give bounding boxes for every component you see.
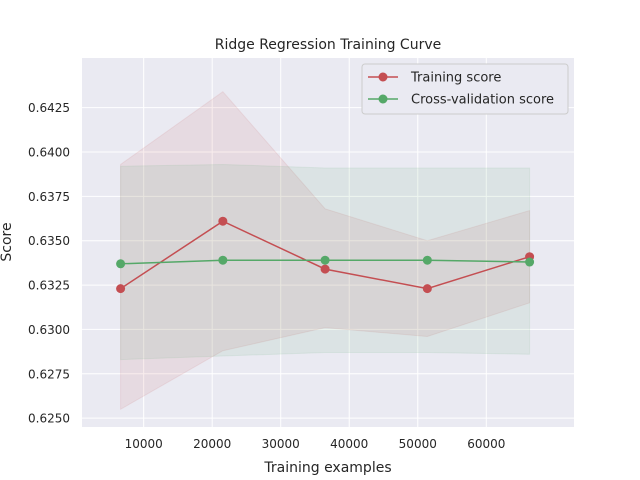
x-tick-labels: 10000 20000 30000 40000 50000 60000 [125, 437, 506, 451]
legend-cv-label: Cross-validation score [411, 93, 554, 108]
data-point [422, 284, 432, 294]
y-tick-label: 0.6300 [28, 323, 70, 337]
x-tick-label: 40000 [330, 437, 368, 451]
y-tick-label: 0.6325 [28, 279, 70, 293]
series-markers [116, 216, 535, 294]
x-axis-label: Training examples [263, 460, 391, 476]
y-tick-label: 0.6400 [28, 146, 70, 160]
chart-title: Ridge Regression Training Curve [215, 37, 441, 53]
data-point [422, 255, 432, 265]
legend-training-marker [378, 72, 388, 82]
y-tick-label: 0.6375 [28, 190, 70, 204]
y-axis-label: Score [0, 222, 15, 261]
y-tick-label: 0.6350 [28, 234, 70, 248]
y-tick-label: 0.6275 [28, 367, 70, 381]
legend-training-label: Training score [410, 71, 501, 86]
x-tick-label: 30000 [262, 437, 300, 451]
data-point [116, 284, 126, 294]
grid [82, 58, 574, 427]
y-tick-label: 0.6250 [28, 412, 70, 426]
y-tick-labels: 0.6250 0.6275 0.6300 0.6325 0.6350 0.6375 0.64… [28, 101, 70, 425]
x-tick-label: 60000 [467, 437, 505, 451]
legend: Training score Cross-validation score [361, 63, 569, 115]
data-point [116, 259, 126, 269]
x-tick-label: 10000 [125, 437, 163, 451]
x-tick-label: 50000 [399, 437, 437, 451]
data-point [525, 257, 535, 267]
data-point [320, 255, 330, 265]
y-tick-label: 0.6425 [28, 101, 70, 115]
confidence-band-0 [120, 91, 531, 411]
legend-box [361, 63, 569, 115]
legend-cv-marker [378, 94, 388, 104]
plot-area [82, 58, 574, 427]
x-tick-label: 20000 [193, 437, 231, 451]
data-point [218, 255, 228, 265]
confidence-bands [120, 91, 531, 411]
data-point [218, 216, 228, 226]
data-point [320, 264, 330, 274]
